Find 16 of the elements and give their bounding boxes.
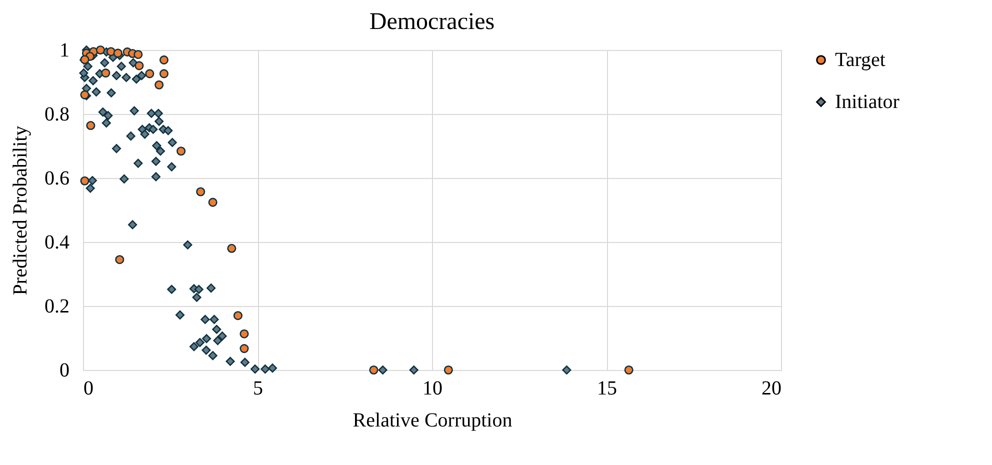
chart-title: Democracies: [369, 9, 495, 35]
x-tick-label: 0: [84, 378, 94, 400]
x-tick-label: 15: [597, 378, 617, 400]
y-axis-title: Predicted Probability: [10, 126, 32, 296]
x-tick-label: 20: [762, 378, 782, 400]
y-tick-label: 0.6: [44, 168, 70, 190]
y-tick-label: 1: [60, 40, 70, 62]
legend-label: Target: [835, 49, 886, 71]
y-tick-label: 0.2: [44, 296, 70, 318]
y-tick-label: 0.4: [44, 232, 70, 254]
x-tick-label: 10: [422, 378, 442, 400]
y-tick-label: 0: [60, 360, 70, 382]
x-tick-label: 5: [253, 378, 263, 400]
y-tick-label: 0.8: [44, 104, 70, 126]
x-axis-title: Relative Corruption: [352, 410, 512, 432]
legend-label: Initiator: [835, 91, 900, 113]
